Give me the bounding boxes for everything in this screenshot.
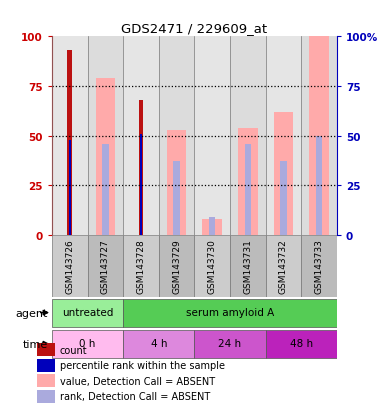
Text: untreated: untreated bbox=[62, 307, 113, 317]
Text: serum amyloid A: serum amyloid A bbox=[186, 307, 274, 317]
Text: count: count bbox=[60, 345, 87, 355]
Bar bbox=[173, 162, 180, 235]
Bar bbox=[52, 330, 123, 358]
Text: GSM143732: GSM143732 bbox=[279, 239, 288, 294]
Bar bbox=[266, 330, 337, 358]
Text: 24 h: 24 h bbox=[218, 338, 242, 348]
Bar bbox=[123, 299, 337, 327]
Bar bbox=[52, 299, 123, 327]
Text: GSM143731: GSM143731 bbox=[243, 239, 252, 294]
Bar bbox=[140, 134, 142, 235]
Text: 4 h: 4 h bbox=[151, 338, 167, 348]
Bar bbox=[316, 136, 322, 235]
Bar bbox=[244, 144, 251, 235]
Bar bbox=[123, 37, 159, 235]
Bar bbox=[95, 79, 115, 235]
Bar bbox=[209, 218, 216, 235]
Text: GSM143727: GSM143727 bbox=[101, 239, 110, 294]
Bar bbox=[52, 37, 88, 235]
Bar bbox=[238, 128, 258, 235]
Bar bbox=[37, 375, 55, 387]
Bar bbox=[301, 37, 337, 235]
Text: GSM143729: GSM143729 bbox=[172, 239, 181, 294]
Bar bbox=[88, 235, 123, 297]
Text: 0 h: 0 h bbox=[79, 338, 96, 348]
Bar bbox=[280, 162, 287, 235]
Text: rank, Detection Call = ABSENT: rank, Detection Call = ABSENT bbox=[60, 392, 210, 401]
Bar bbox=[123, 235, 159, 297]
Bar bbox=[102, 144, 109, 235]
Bar bbox=[159, 37, 194, 235]
Bar bbox=[139, 101, 144, 235]
Text: 48 h: 48 h bbox=[290, 338, 313, 348]
Bar bbox=[230, 235, 266, 297]
Bar bbox=[69, 140, 71, 235]
Text: agent: agent bbox=[16, 308, 48, 318]
Text: percentile rank within the sample: percentile rank within the sample bbox=[60, 361, 225, 370]
Bar bbox=[301, 235, 337, 297]
Text: time: time bbox=[23, 339, 48, 349]
Bar bbox=[194, 235, 230, 297]
Bar bbox=[88, 37, 123, 235]
Bar bbox=[167, 131, 186, 235]
Bar bbox=[67, 51, 72, 235]
Text: GSM143730: GSM143730 bbox=[208, 239, 217, 294]
Bar bbox=[37, 344, 55, 356]
Text: value, Detection Call = ABSENT: value, Detection Call = ABSENT bbox=[60, 376, 215, 386]
Text: GSM143726: GSM143726 bbox=[65, 239, 74, 294]
Bar bbox=[230, 37, 266, 235]
Bar bbox=[37, 390, 55, 403]
Bar bbox=[52, 235, 88, 297]
Text: GSM143728: GSM143728 bbox=[137, 239, 146, 294]
Bar bbox=[309, 37, 329, 235]
Bar bbox=[274, 112, 293, 235]
Bar bbox=[203, 220, 222, 235]
Bar bbox=[266, 37, 301, 235]
Bar bbox=[194, 37, 230, 235]
Text: GSM143733: GSM143733 bbox=[315, 239, 323, 294]
Title: GDS2471 / 229609_at: GDS2471 / 229609_at bbox=[121, 21, 268, 35]
Bar bbox=[37, 359, 55, 372]
Bar bbox=[194, 330, 266, 358]
Bar bbox=[266, 235, 301, 297]
Bar bbox=[159, 235, 194, 297]
Bar bbox=[123, 330, 194, 358]
